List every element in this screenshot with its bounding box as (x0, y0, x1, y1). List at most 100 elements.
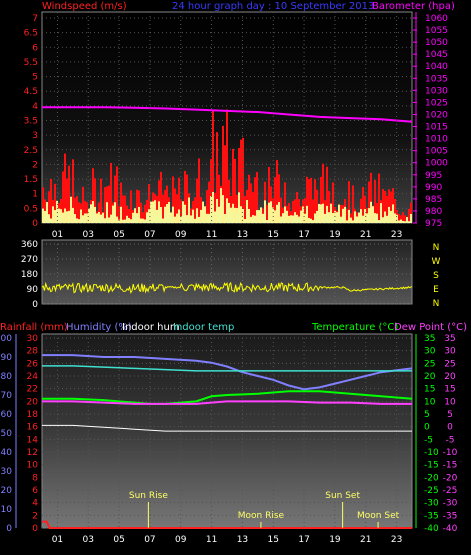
wind-gust-bar (140, 202, 142, 223)
wind-tick-label: 1 (32, 190, 38, 200)
wind-avg-bar (158, 201, 160, 223)
humidity-tick-label: 100 (0, 334, 12, 344)
wind-avg-bar (302, 206, 304, 223)
wind-avg-bar (336, 212, 338, 223)
wind-avg-bar (128, 217, 130, 223)
rain-tick-label: 4 (32, 499, 38, 509)
compass-label: N (433, 299, 440, 309)
wind-avg-bar (298, 216, 300, 223)
wind-avg-bar (162, 218, 164, 223)
wind-hour-label: 01 (52, 230, 63, 240)
wind-avg-bar (374, 213, 376, 223)
wind-avg-bar (294, 212, 296, 223)
rain-tick-label: 0 (32, 524, 38, 534)
temp-hour-label: 11 (206, 535, 217, 545)
wind-gust-bar (114, 175, 116, 223)
dew-tick-label: -20 (443, 473, 458, 483)
wind-avg-bar (184, 204, 186, 223)
temp-tick-label: -15 (424, 461, 439, 471)
temp-tick-label: -40 (424, 524, 439, 534)
wind-gust-bar (240, 139, 242, 223)
wind-avg-bar (292, 215, 294, 223)
rain-tick-label: 6 (32, 486, 38, 496)
wind-gust-bar (198, 158, 200, 223)
barometer-tick-label: 1020 (425, 110, 448, 120)
wind-gust-bar (288, 203, 290, 223)
wind-avg-bar (402, 220, 404, 223)
wind-gust-bar (160, 171, 162, 223)
dew-tick-label: 5 (447, 410, 453, 420)
barometer-tick-label: 1000 (425, 159, 448, 169)
wind-gust-bar (116, 166, 118, 223)
wind-gust-bar (50, 179, 52, 223)
wind-hour-label: 07 (144, 230, 155, 240)
wind-gust-bar (178, 177, 180, 223)
wind-gust-bar (108, 185, 110, 223)
wind-gust-bar (138, 190, 140, 223)
humidity-tick-label: 20 (1, 486, 13, 496)
wind-gust-bar (162, 194, 164, 223)
wind-avg-bar (266, 220, 268, 223)
wind-gust-bar (196, 178, 198, 223)
wind-avg-bar (154, 200, 156, 223)
wind-avg-bar (160, 207, 162, 223)
indoor-temp-line (42, 365, 412, 372)
wind-avg-bar (328, 212, 330, 223)
temp-tick-label: -25 (424, 486, 439, 496)
wind-avg-bar (114, 202, 116, 223)
wind-gust-bar (94, 178, 96, 223)
wind-avg-bar (52, 206, 54, 223)
wind-tick-label: 4 (32, 102, 38, 112)
wind-avg-bar (244, 219, 246, 223)
temp-hour-label: 17 (298, 535, 309, 545)
moon-rise-marker-label: Moon Rise (238, 511, 285, 521)
wind-gust-bar (382, 189, 384, 223)
temp-tick-label: -20 (424, 473, 439, 483)
wind-gust-bar (54, 183, 56, 223)
wind-tick-label: 1.5 (24, 175, 38, 185)
wind-avg-bar (392, 204, 394, 223)
wind-avg-bar (88, 208, 90, 223)
wind-avg-bar (252, 215, 254, 223)
wind-hour-label: 09 (175, 230, 187, 240)
humidity-tick-label: 50 (1, 429, 13, 439)
rain-tick-label: 18 (27, 410, 39, 420)
wind-gust-bar (312, 199, 314, 223)
wind-avg-bar (344, 206, 346, 223)
wind-avg-bar (362, 215, 364, 223)
wind-avg-bar (278, 202, 280, 223)
wind-avg-bar (208, 213, 210, 223)
wind-gust-bar (368, 181, 370, 223)
dew-tick-label: 10 (444, 397, 456, 407)
wind-avg-bar (230, 207, 232, 223)
wind-gust-bar (136, 189, 138, 223)
wind-tick-label: 2 (32, 160, 38, 170)
dew-tick-label: 25 (444, 359, 455, 369)
wind-avg-bar (60, 209, 62, 223)
wind-gust-bar (308, 179, 310, 223)
chart-marks: 0 0.5 1 1.5 2 2.5 3 3.5 4 4.5 5 5.5 6 6.5 7 975 980 985 99… (0, 12, 458, 545)
wind-gust-bar (398, 213, 400, 223)
wind-avg-bar (304, 213, 306, 223)
wind-gust-bar (388, 189, 390, 223)
wind-avg-bar (222, 195, 224, 223)
wind-avg-bar (310, 218, 312, 223)
wind-gust-bar (408, 208, 410, 223)
temp-hour-label: 15 (268, 535, 279, 545)
direction-tick-label: 270 (21, 255, 38, 265)
wind-gust-bar (320, 176, 322, 223)
temp-tick-label: 0 (424, 423, 430, 433)
wind-hour-label: 05 (113, 230, 124, 240)
wind-avg-bar (96, 213, 98, 223)
indoor-temp-title: Indoor temp (173, 322, 234, 333)
dew-tick-label: -25 (443, 486, 458, 496)
wind-avg-bar (320, 204, 322, 223)
wind-avg-bar (372, 206, 374, 223)
wind-gust-bar (72, 159, 74, 223)
wind-avg-bar (342, 208, 344, 223)
wind-avg-bar (58, 208, 60, 223)
wind-avg-bar (62, 212, 64, 223)
wind-avg-bar (178, 209, 180, 223)
wind-avg-bar (308, 217, 310, 223)
